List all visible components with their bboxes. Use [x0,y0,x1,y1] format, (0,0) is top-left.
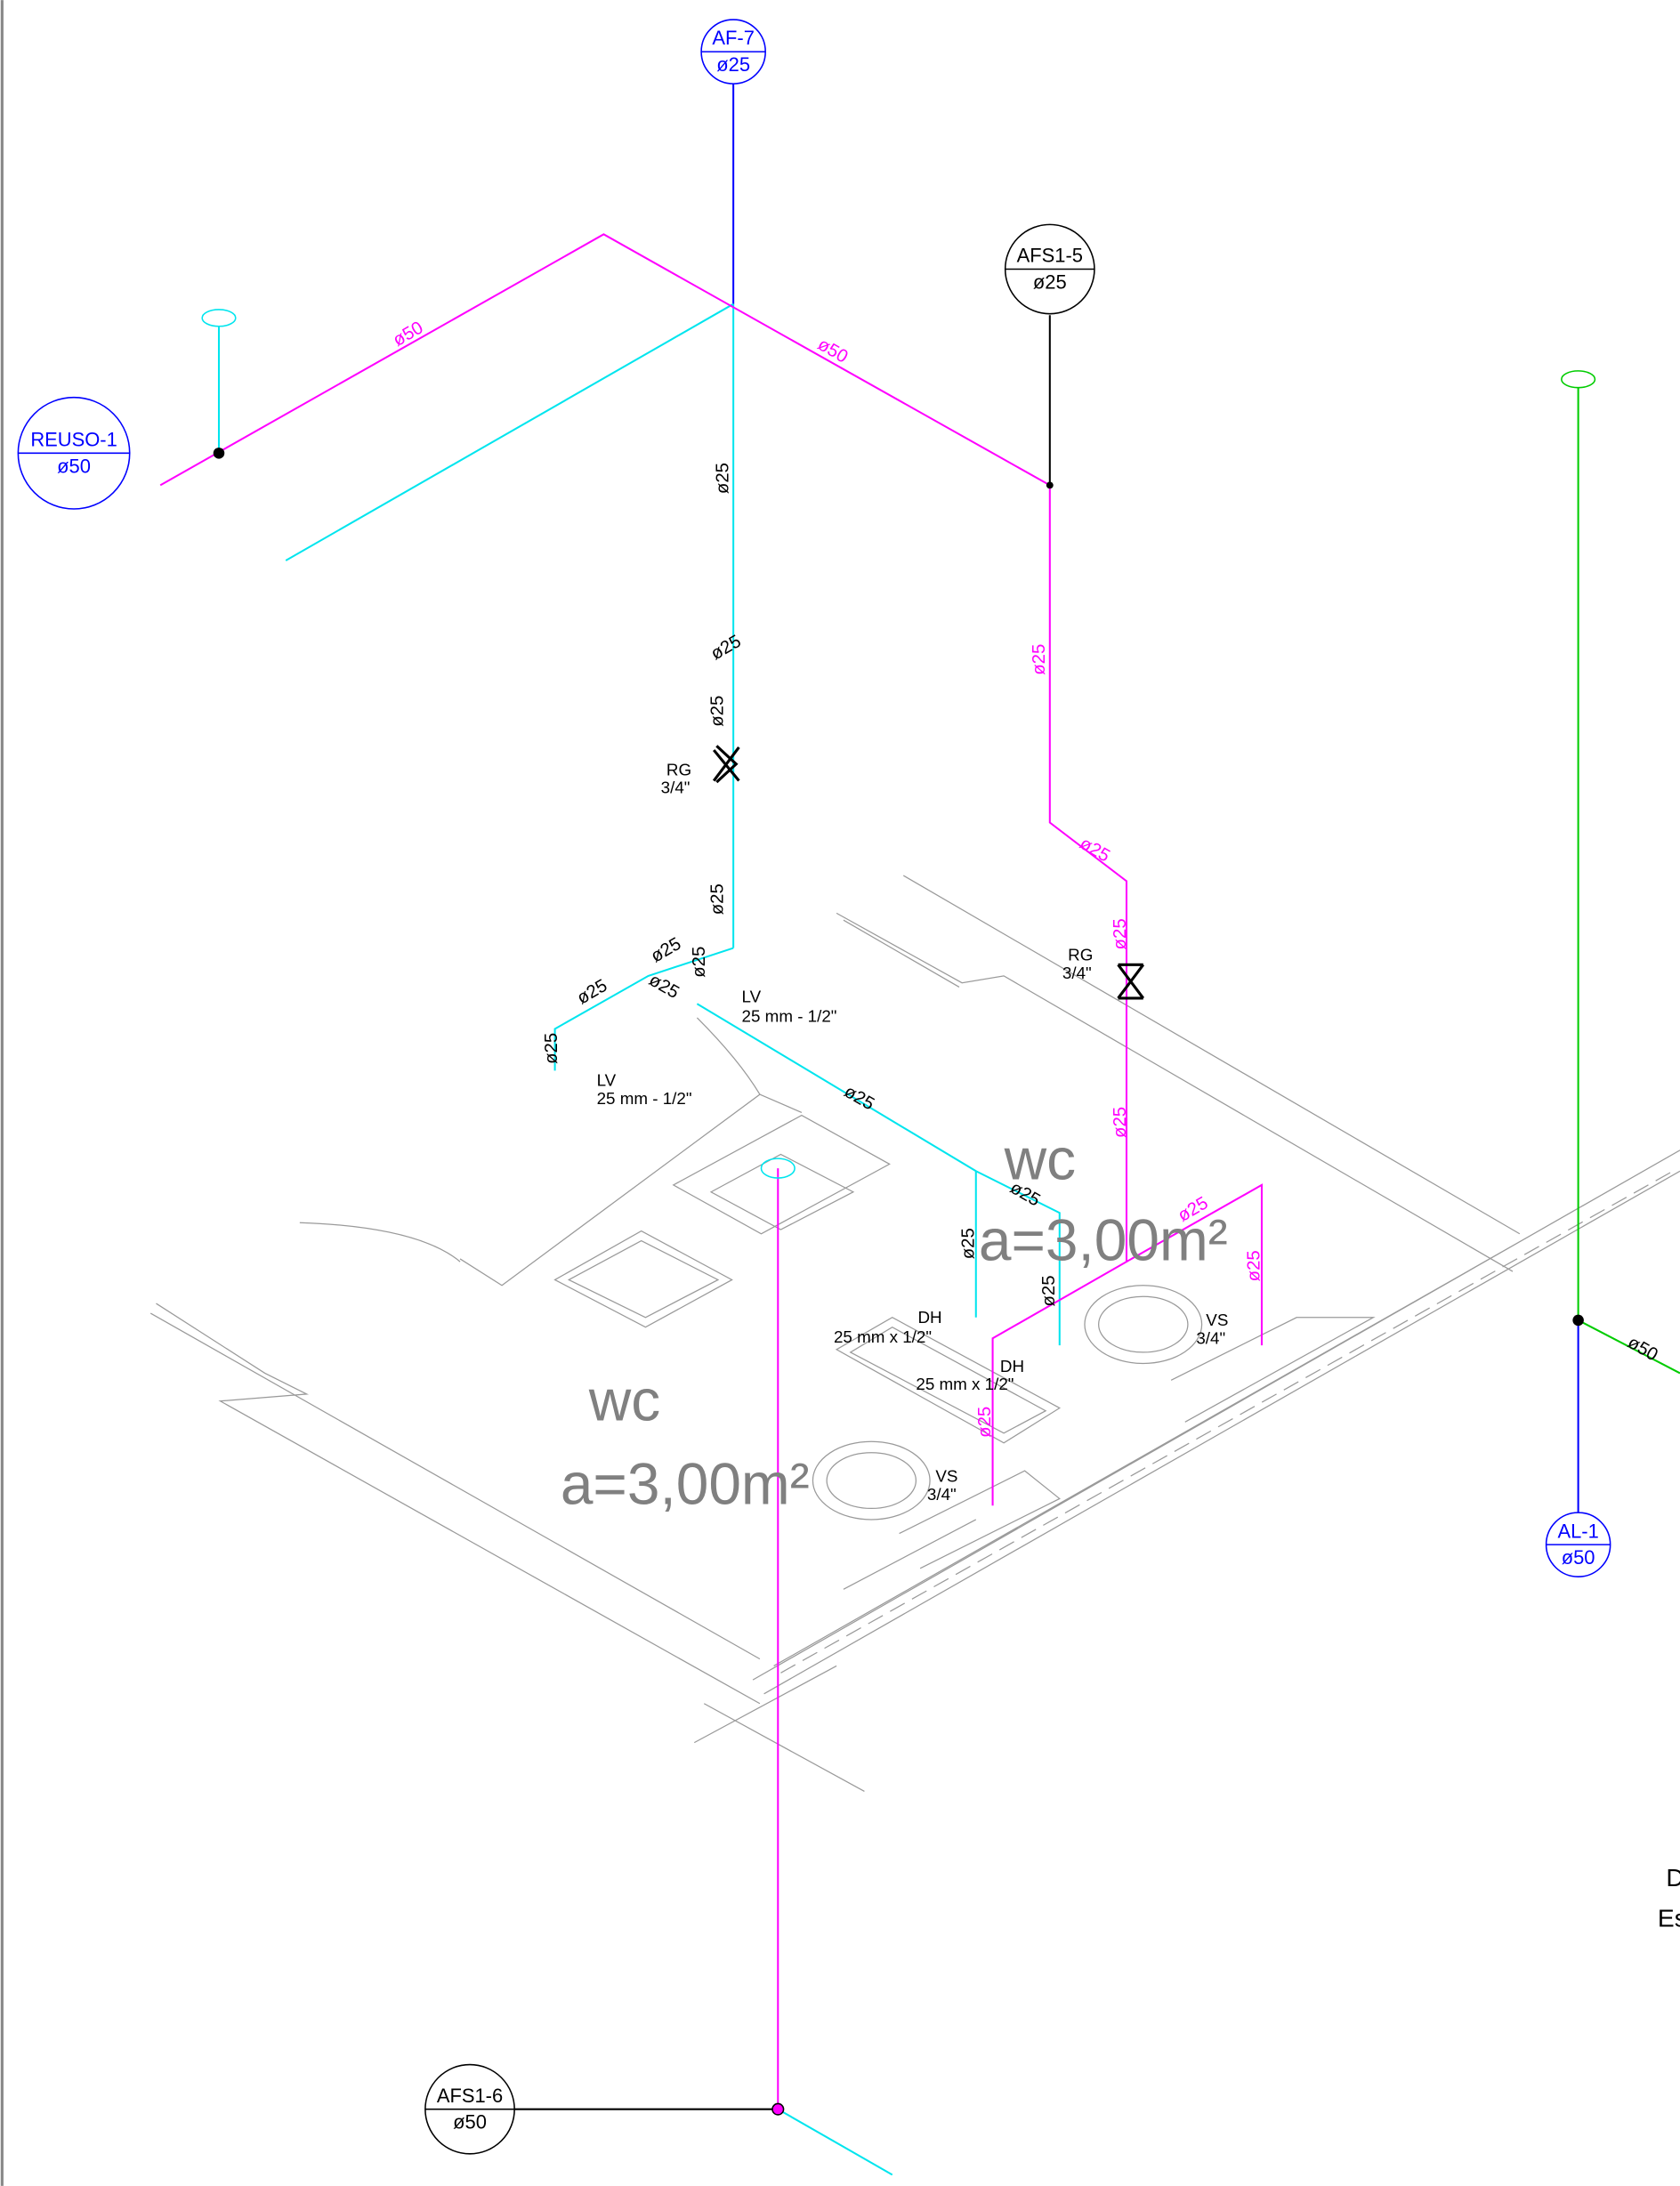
fixture-size: 25 mm - 1/2" [597,1089,692,1108]
riser-symbol [202,310,236,327]
pipe-label: ø25 [690,947,709,978]
pipe-label: ø25 [707,883,727,915]
fixture-size: 3/4" [927,1485,957,1504]
fixture-code: VS [1206,1311,1228,1329]
fixture-size: 3/4" [1062,964,1092,982]
pipe-label: ø25 [958,1228,978,1259]
fixture-code: DH [917,1308,941,1327]
tag-name: REUSO-1 [30,429,117,451]
valve [1119,964,1143,998]
fixture-code: RG [1068,946,1093,964]
tag-size: ø25 [716,53,750,76]
fixture-code: DH [1000,1357,1024,1375]
riser-symbol [1562,371,1595,388]
pipe-label: ø25 [574,976,610,1009]
node [214,448,225,459]
valve [714,746,739,782]
pipe-label: ø50 [814,335,851,367]
pipe-label: ø25 [1039,1275,1059,1306]
pipe-label: ø25 [707,632,744,665]
room-area: a=3,00m² [979,1207,1228,1273]
tag-size: ø50 [1562,1546,1595,1569]
fixture-code: LV [597,1071,617,1090]
node [1046,481,1054,488]
pipe-label: ø25 [1077,834,1113,867]
tag-size: ø50 [453,2111,487,2134]
fixture-code: LV [742,988,762,1006]
pipe-label: ø25 [1111,1107,1130,1138]
edge-text: D [1666,1863,1680,1892]
fixture-size: 25 mm x 1/2" [834,1327,932,1346]
fixture-size: 25 mm - 1/2" [742,1007,837,1026]
tag-size: ø50 [57,455,91,477]
pipes [160,84,1680,2174]
pipe-label: ø25 [542,1033,561,1064]
pipe-label: ø25 [1244,1250,1264,1281]
pipe-label: ø25 [714,463,733,494]
fixture-code: VS [935,1467,957,1486]
fixture-size: 3/4" [1196,1329,1225,1348]
edge-text: Es [1658,1903,1680,1932]
tag-name: AL-1 [1557,1520,1598,1542]
tag-size: ø25 [1033,270,1067,293]
node [772,2103,784,2115]
pipe-label: ø25 [1030,644,1049,675]
pipe-label: ø25 [707,696,727,727]
room-area: a=3,00m² [561,1451,810,1517]
tag-name: AFS1-6 [437,2085,503,2107]
node [1572,1315,1584,1327]
room-name: wc [588,1367,660,1433]
drawing: AF-7 ø25 AFS1-5 ø25 REUSO-1 ø50 AL-1 ø50 AFS1-6 ø… [0,0,1680,2186]
fixture-size: 3/4" [661,778,691,797]
pipe-label: ø25 [648,934,684,967]
pipe-label: ø25 [975,1407,995,1438]
tag-name: AFS1-5 [1017,245,1083,267]
fixture-code: RG [666,760,691,778]
fixture-size: 25 mm x 1/2" [916,1375,1014,1393]
pipe-label: ø25 [1111,918,1130,949]
room-name: wc [1004,1126,1076,1192]
tag-name: AF-7 [712,27,755,49]
